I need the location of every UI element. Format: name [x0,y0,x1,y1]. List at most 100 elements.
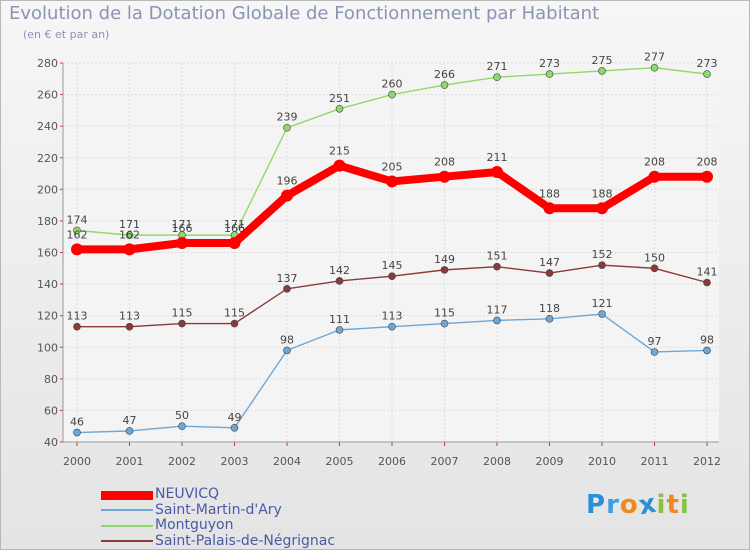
data-point-montguyon [125,231,134,239]
y-tick-label: 200 [37,183,58,196]
logo-letter: t [666,490,680,520]
data-label-montguyon: 171 [224,218,245,231]
data-label-montguyon: 251 [329,92,350,105]
data-label-montguyon: 277 [644,51,665,64]
data-point-saint-palais-de-negrignac [388,272,396,280]
data-point-saint-martin-d-ary [440,319,449,328]
data-point-saint-martin-d-ary [388,322,396,331]
logo-letter: i [679,490,690,520]
x-tick-label: 2009 [536,455,564,468]
data-label-saint-palais-de-negrignac: 113 [119,310,140,323]
data-label-saint-martin-d-ary: 98 [700,333,714,346]
data-point-montguyon [440,81,449,89]
data-point-neuvicq [596,202,608,215]
y-tick-label: 40 [44,436,58,449]
data-label-montguyon: 260 [382,78,403,91]
data-point-neuvicq [648,170,661,183]
data-point-saint-martin-d-ary [335,326,344,334]
y-tick-label: 80 [44,373,58,386]
x-tick-label: 2001 [116,455,144,468]
data-point-neuvicq [123,243,136,256]
data-label-saint-martin-d-ary: 50 [175,409,189,422]
axis-layer: 40 60 80 100 120 140 160 180 200 220 240 260 280 2000… [37,57,721,468]
data-label-saint-palais-de-negrignac: 141 [697,266,718,279]
data-point-montguyon [703,70,711,78]
x-tick-label: 2005 [326,455,354,468]
data-label-montguyon: 171 [119,218,140,231]
data-label-saint-martin-d-ary: 47 [123,414,137,427]
legend-label: NEUVICQ [155,486,220,502]
data-label-neuvicq: 166 [172,222,193,235]
y-tick-label: 220 [37,152,58,165]
legend-label: Saint-Palais-de-Négrignac [155,532,336,549]
data-point-saint-martin-d-ary [650,348,659,356]
data-label-neuvicq: 208 [697,156,718,169]
logo-letter: o [619,490,639,520]
y-tick-label: 260 [37,89,58,102]
legend-swatch [101,540,153,543]
data-label-neuvicq: 211 [487,151,508,164]
logo-letter: i [656,490,667,520]
data-label-saint-palais-de-negrignac: 151 [487,250,508,263]
data-point-neuvicq [281,189,293,202]
legend-swatch [101,490,153,500]
data-label-saint-palais-de-negrignac: 152 [592,248,613,261]
y-tick-label: 240 [37,120,58,133]
data-label-saint-martin-d-ary: 118 [539,302,560,315]
data-label-saint-martin-d-ary: 46 [70,416,84,429]
data-label-saint-martin-d-ary: 113 [382,310,403,323]
data-point-saint-palais-de-negrignac [545,269,554,277]
x-tick-label: 2012 [693,455,721,468]
data-label-saint-palais-de-negrignac: 150 [644,251,665,264]
x-tick-label: 2003 [221,455,249,468]
data-point-saint-martin-d-ary [178,422,186,431]
data-label-neuvicq: 166 [224,222,245,235]
legend-label: Montguyon [155,517,234,533]
data-point-montguyon [283,123,291,132]
data-label-montguyon: 174 [67,213,88,226]
data-point-saint-palais-de-negrignac [125,322,134,331]
chart-title: Evolution de la Dotation Globale de Fonc… [9,3,600,24]
data-label-saint-martin-d-ary: 117 [487,303,508,316]
data-point-saint-martin-d-ary [545,315,554,323]
logo-letter: P [586,490,607,520]
data-point-neuvicq [438,170,451,183]
data-label-saint-martin-d-ary: 121 [592,297,613,310]
x-tick-label: 2010 [588,455,616,468]
data-point-saint-palais-de-negrignac [73,322,81,331]
data-label-montguyon: 271 [487,60,508,73]
data-point-saint-palais-de-negrignac [493,262,501,271]
x-tick-label: 2007 [431,455,459,468]
data-label-neuvicq: 208 [644,156,665,169]
y-tick-label: 140 [37,278,58,291]
y-tick-label: 100 [37,341,58,354]
data-point-saint-martin-d-ary [598,310,606,318]
data-point-saint-palais-de-negrignac [650,264,659,273]
x-tick-label: 2011 [641,455,669,468]
data-point-montguyon [388,90,396,99]
label-layer: 46 47 50 49 98 111 113 115 117 118 121 97 98 174 171 17… [67,51,718,429]
y-tick-label: 160 [37,247,58,260]
data-label-saint-palais-de-negrignac: 149 [434,253,455,266]
data-point-saint-palais-de-negrignac [230,319,239,328]
data-point-neuvicq [176,237,188,250]
y-tick-label: 60 [44,404,58,417]
data-label-neuvicq: 162 [67,228,88,241]
x-tick-label: 2002 [168,455,196,468]
data-point-neuvicq [491,165,503,178]
data-point-neuvicq [543,202,556,215]
data-label-saint-palais-de-negrignac: 137 [277,272,298,285]
data-label-saint-martin-d-ary: 97 [648,335,662,348]
data-label-montguyon: 275 [592,54,613,67]
y-tick-label: 180 [37,215,58,228]
data-label-saint-martin-d-ary: 49 [228,411,242,424]
data-point-saint-martin-d-ary [493,316,501,325]
data-label-neuvicq: 208 [434,156,455,169]
data-point-montguyon [545,70,554,78]
data-label-neuvicq: 196 [277,175,298,188]
logo-letter: r [606,490,620,520]
y-tick-label: 280 [37,57,58,70]
legend-swatch [101,509,153,512]
